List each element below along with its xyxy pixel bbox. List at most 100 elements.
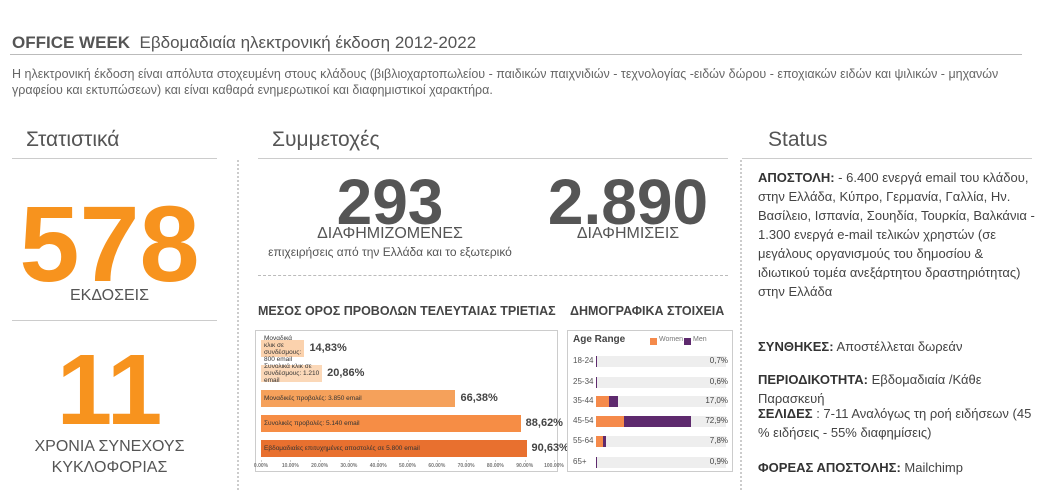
track [596, 436, 726, 447]
tick-mark [261, 460, 262, 462]
advertisers-label: ΔΙΑΦΗΜΙΖΟΜΕΝΕΣ [317, 225, 463, 242]
total-label: 0,9% [709, 457, 728, 466]
bar-label: Μοναδικά κλικ σε συνδέσμους: 800 email [264, 334, 302, 363]
status-item: ΠΕΡΙΟΔΙΚΟΤΗΤΑ: Εβδομαδιαία /Κάθε Παρασκε… [758, 370, 1038, 408]
category-label: 35-44 [573, 396, 594, 405]
tick-mark [466, 460, 468, 462]
tick-mark [524, 460, 526, 462]
x-tick-label: 10.00% [281, 463, 299, 469]
value-label: 20,86% [327, 367, 365, 379]
category-label: 25-34 [573, 377, 594, 386]
status-item: ΣΕΛΙΔΕΣ : 7-11 Αναλόγως τη ροή ειδήσεων … [758, 404, 1038, 442]
category-label: 45-54 [573, 416, 594, 425]
x-tick-label: 40.00% [369, 463, 387, 469]
track [596, 457, 726, 468]
status-label: ΦΟΡΕΑΣ ΑΠΟΣΤΟΛΗΣ: [758, 460, 901, 475]
status-item: ΑΠΟΣΤΟΛΗ: - 6.400 ενεργά email του κλάδο… [758, 168, 1038, 301]
bar-chart: Μοναδικά κλικ σε συνδέσμους: 800 email 14… [254, 330, 569, 472]
category-label: 55-64 [573, 436, 594, 445]
divider [10, 54, 1022, 55]
demographics-chart: Age Range Women Men 18-24 0,7% 25-34 0,6% 35-44… [567, 330, 733, 472]
years-label: ΧΡΟΝΙΑ ΣΥΝΕΧΟΥΣ [34, 438, 185, 455]
divider [12, 158, 217, 159]
tick-mark [348, 460, 350, 462]
total-label: 0,6% [709, 377, 728, 386]
status-text: : 7-11 Αναλόγως τη ροή ειδήσεων (45 % ει… [758, 406, 1032, 440]
status-text: Εβδομαδιαία /Κάθε Παρασκευή [758, 372, 982, 406]
bar: Μοναδικές προβολές: 3.850 email [261, 390, 456, 407]
total-label: 17,0% [705, 396, 728, 405]
divider [258, 275, 728, 276]
value-label: 14,83% [309, 342, 347, 354]
ads-label: ΔΙΑΦΗΜΙΣΕΙΣ [576, 225, 680, 242]
category-label: 65+ [573, 457, 587, 466]
bar-segment [596, 436, 603, 447]
bar-label: Εβδομαδιαίες επιτυχημένες αποστολές σε 5… [264, 445, 420, 452]
status-label: ΑΠΟΣΤΟΛΗ: [758, 170, 835, 185]
divider [12, 320, 217, 321]
total-label: 72,9% [705, 416, 728, 425]
value-label: 66,38% [460, 392, 498, 404]
bar-segment [596, 396, 609, 407]
legend-label: Men [693, 336, 707, 343]
bar: Εβδομαδιαίες επιτυχημένες αποστολές σε 5… [261, 440, 527, 457]
brand: OFFICE WEEK [12, 33, 131, 52]
track [596, 356, 726, 367]
tick-mark [495, 460, 497, 462]
chart-title: ΜΕΣΟΣ ΟΡΟΣ ΠΡΟΒΟΛΩΝ ΤΕΛΕΥΤΑΙΑΣ ΤΡΙΕΤΙΑΣ [258, 304, 556, 318]
issues-label: ΕΚΔΟΣΕΙΣ [69, 287, 150, 304]
x-tick-label: 80.00% [486, 463, 504, 469]
bar-segment [596, 377, 597, 388]
track [596, 396, 726, 407]
bar-label: Μοναδικές προβολές: 3.850 email [264, 395, 362, 402]
total-label: 0,7% [709, 356, 728, 365]
issues-value: 578 [19, 183, 200, 304]
years-label: ΚΥΚΛΟΦΟΡΙΑΣ [51, 459, 168, 476]
heading: Συμμετοχές [272, 128, 380, 151]
x-tick-label: 30.00% [340, 463, 358, 469]
tick-mark [554, 460, 555, 462]
x-tick-label: 60.00% [428, 463, 446, 469]
bar: Συνολικά κλικ σε συνδέσμους: 1.210 email [261, 363, 323, 384]
status-label: ΠΕΡΙΟΔΙΚΟΤΗΤΑ: [758, 372, 868, 387]
years-value: 11 [56, 334, 163, 446]
x-tick-label: 70.00% [457, 463, 475, 469]
separator [237, 160, 239, 490]
bar-label: Συνολικά κλικ σε συνδέσμους: 1.210 email [264, 363, 320, 384]
heading: Status [768, 128, 828, 151]
x-tick-label: 90.00% [516, 463, 534, 469]
tick-mark [290, 460, 292, 462]
legend-label: Women [659, 336, 683, 343]
category-label: 18-24 [573, 356, 594, 365]
header-title: Εβδομαδιαία ηλεκτρονική έκδοση 2012-2022 [139, 33, 477, 52]
bar: Μοναδικά κλικ σε συνδέσμους: 800 email [261, 334, 305, 363]
x-tick-label: 50.00% [399, 463, 416, 469]
bar: Συνολικές προβολές: 5.140 email [261, 415, 521, 432]
value-label: 90,63% [531, 442, 569, 454]
x-tick-label: 20.00% [311, 463, 329, 469]
bar-segment [624, 416, 691, 427]
legend-title: Age Range [573, 334, 626, 345]
divider [258, 158, 728, 159]
bar-segment [596, 457, 598, 468]
advertisers-value: 293 [336, 166, 444, 238]
chart-title: ΔΗΜΟΓΡΑΦΙΚΑ ΣΤΟΙΧΕΙΑ [570, 304, 725, 318]
divider [742, 158, 1032, 159]
status-label: ΣΕΛΙΔΕΣ [758, 406, 813, 421]
description: Η ηλεκτρονική έκδοση είναι απόλυτα στοχε… [12, 67, 999, 97]
bar-segment [609, 396, 619, 407]
x-tick-label: 0.00% [253, 463, 269, 469]
tick-mark [436, 460, 438, 462]
tick-mark [407, 460, 409, 462]
header: OFFICE WEEK Εβδομαδιαία ηλεκτρονική έκδο… [12, 33, 476, 53]
bar-segment [596, 356, 597, 367]
status-item: ΣΥΝΘΗΚΕΣ: Αποστέλλεται δωρεάν [758, 337, 1038, 356]
tick-mark [319, 460, 321, 462]
bar-segment [602, 436, 607, 447]
separator [740, 160, 742, 490]
legend-swatch [650, 338, 657, 345]
bar-segment [596, 416, 625, 427]
tick-mark [378, 460, 380, 462]
x-tick-label: 100.00% [544, 463, 564, 469]
